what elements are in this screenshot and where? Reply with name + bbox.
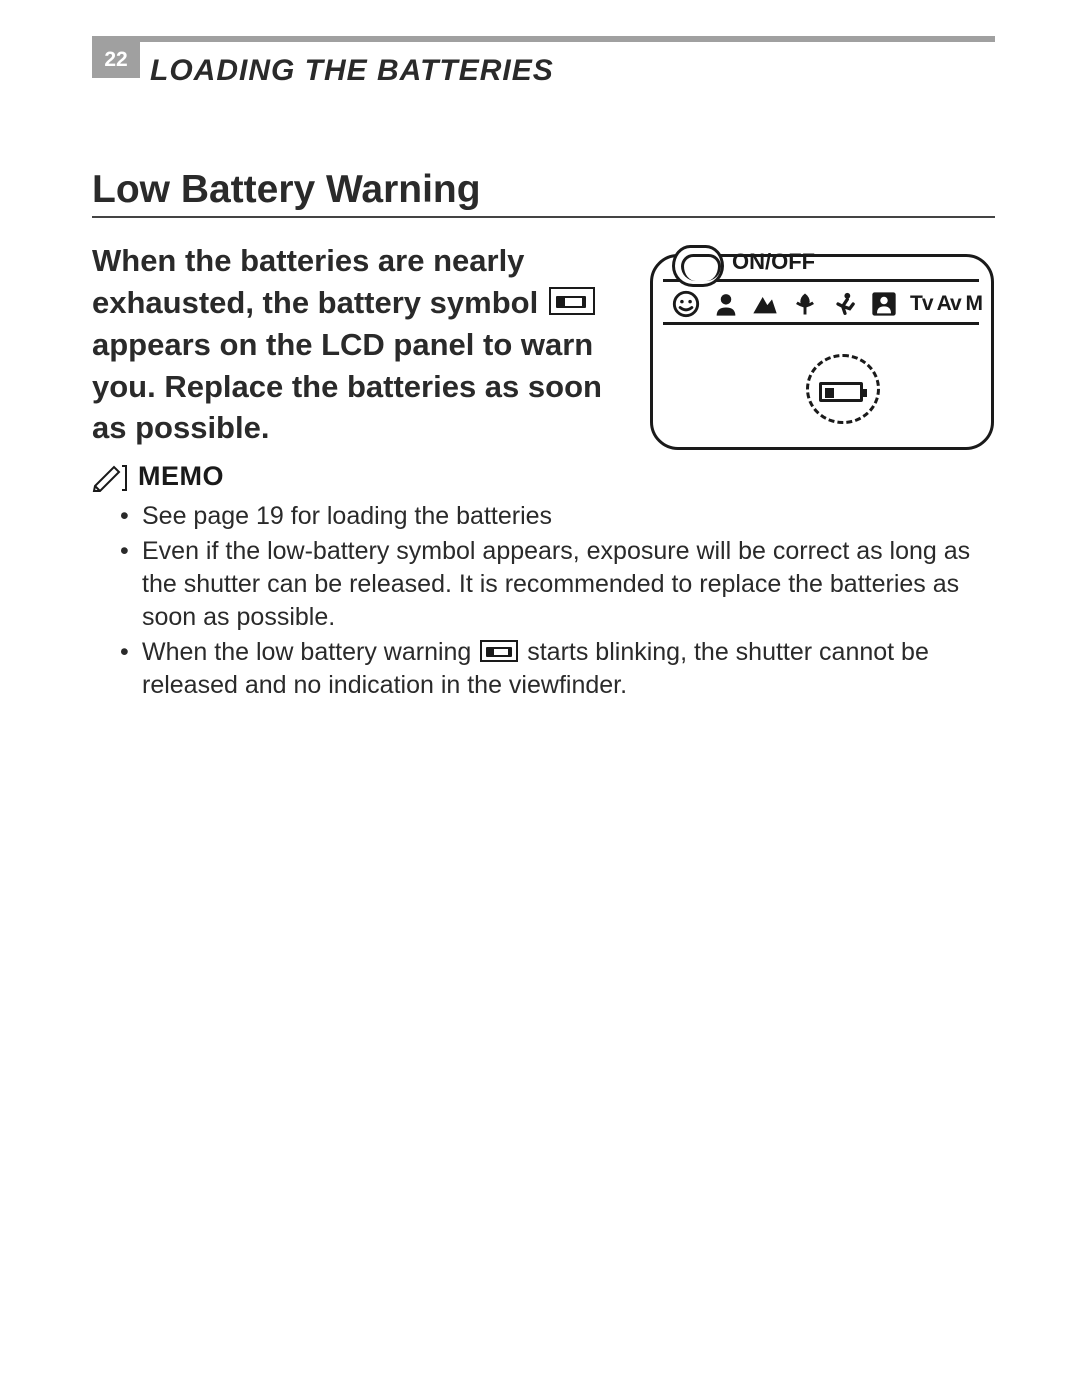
landscape-icon bbox=[751, 290, 779, 318]
lcd-divider-middle bbox=[663, 322, 979, 325]
memo-item: Even if the low-battery symbol appears, … bbox=[120, 535, 1000, 634]
sports-icon bbox=[831, 290, 859, 318]
section-title: Low Battery Warning bbox=[92, 168, 481, 212]
lcd-onoff: ON/OFF bbox=[672, 239, 815, 281]
memo-heading: MEMO bbox=[92, 461, 224, 492]
top-divider bbox=[92, 36, 995, 42]
smiley-icon bbox=[672, 290, 700, 318]
lcd-battery-icon bbox=[819, 382, 863, 402]
battery-icon bbox=[549, 287, 595, 315]
pencil-icon bbox=[92, 462, 128, 492]
lcd-onoff-label: ON/OFF bbox=[732, 249, 815, 275]
intro-paragraph: When the batteries are nearly exhausted,… bbox=[92, 240, 622, 449]
section-underline bbox=[92, 216, 995, 218]
memo-item: See page 19 for loading the batteries bbox=[120, 500, 1000, 533]
macro-icon bbox=[791, 290, 819, 318]
memo-item-text: Even if the low-battery symbol appears, … bbox=[142, 537, 970, 631]
lcd-mode-text: Tv Av M bbox=[910, 292, 982, 316]
lcd-diagram: ON/OFF Tv Av M bbox=[650, 242, 996, 452]
memo-label: MEMO bbox=[138, 461, 224, 492]
portrait-icon bbox=[712, 290, 740, 318]
lcd-icon-row: Tv Av M bbox=[672, 288, 982, 320]
page-number: 22 bbox=[92, 42, 140, 78]
memo-item-text: See page 19 for loading the batteries bbox=[142, 502, 552, 530]
chapter-title: LOADING THE BATTERIES bbox=[150, 54, 554, 88]
memo-item-text-pre: When the low battery warning bbox=[142, 638, 478, 666]
intro-text-part2: appears on the LCD panel to warn you. Re… bbox=[92, 327, 602, 446]
battery-icon bbox=[480, 640, 518, 662]
intro-text-part1: When the batteries are nearly exhausted,… bbox=[92, 243, 547, 320]
power-switch-icon bbox=[672, 245, 724, 287]
memo-item: When the low battery warning starts blin… bbox=[120, 636, 1000, 702]
page-number-value: 22 bbox=[104, 48, 127, 72]
memo-list: See page 19 for loading the batteries Ev… bbox=[120, 500, 1000, 704]
night-portrait-icon bbox=[870, 290, 898, 318]
